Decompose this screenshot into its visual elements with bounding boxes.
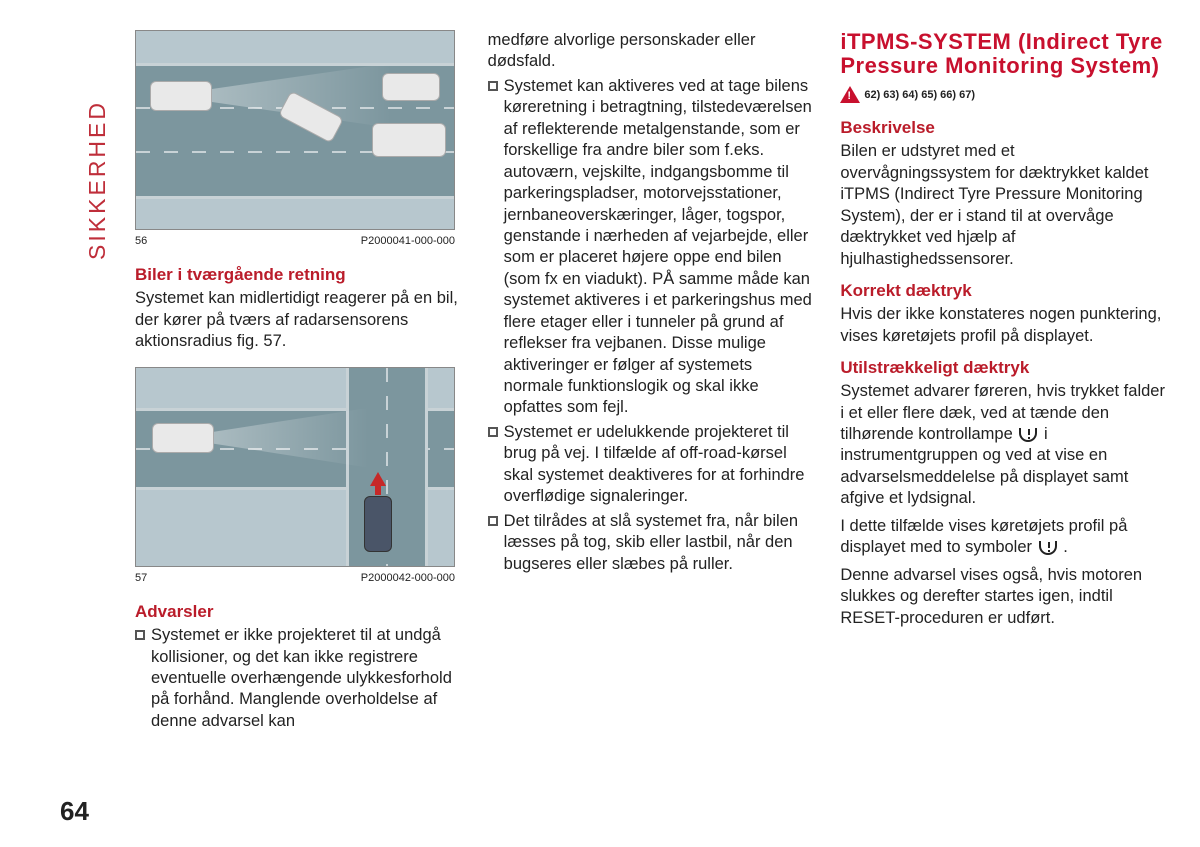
heading-crossing-traffic: Biler i tværgående retning: [135, 264, 460, 286]
figure-code: P2000042-000-000: [361, 571, 455, 585]
warning-cont: medføre alvorlige personskader eller død…: [488, 30, 813, 73]
heading-warnings: Advarsler: [135, 601, 460, 623]
bullet-square-icon: [488, 81, 498, 91]
figure-code: P2000041-000-000: [361, 234, 455, 248]
tpms-warning-icon: [1039, 541, 1057, 555]
text-before-icon: Systemet advarer føreren, hvis trykket f…: [840, 382, 1165, 443]
figure-57: [135, 367, 455, 567]
content-columns: 56 P2000041-000-000 Biler i tværgående r…: [135, 30, 1165, 810]
figure-number: 56: [135, 234, 147, 248]
crossing-car-icon: [364, 496, 392, 552]
page-number: 64: [60, 796, 89, 827]
ego-car-icon: [152, 423, 214, 453]
bullet-square-icon: [488, 427, 498, 437]
ego-car-icon: [150, 81, 212, 111]
para-description: Bilen er udstyret med et overvågningssys…: [840, 141, 1165, 270]
column-3: iTPMS-SYSTEM (Indirect Tyre Pressure Mon…: [840, 30, 1165, 810]
tpms-warning-icon: [1019, 428, 1037, 442]
bullet-square-icon: [488, 516, 498, 526]
bullet-square-icon: [135, 630, 145, 640]
bullet-item: Systemet er ikke projekteret til at undg…: [135, 625, 460, 735]
warning-reference-line: 62) 63) 64) 65) 66) 67): [840, 86, 1165, 103]
heading-insufficient-pressure: Utilstrækkeligt dæktryk: [840, 357, 1165, 379]
warning-ref-numbers: 62) 63) 64) 65) 66) 67): [864, 88, 975, 102]
warning-text-4: Det tilrådes at slå systemet fra, når bi…: [504, 511, 813, 575]
section-side-label: SIKKERHED: [84, 100, 111, 260]
figure-56-caption: 56 P2000041-000-000: [135, 234, 455, 248]
para-insufficient-3: Denne advarsel vises også, hvis motoren …: [840, 565, 1165, 629]
bullet-item: Systemet er udelukkende projekteret til …: [488, 422, 813, 511]
para-correct-pressure: Hvis der ikke konstateres nogen punkteri…: [840, 304, 1165, 347]
figure-57-caption: 57 P2000042-000-000: [135, 571, 455, 585]
figure-56: [135, 30, 455, 230]
heading-correct-pressure: Korrekt dæktryk: [840, 280, 1165, 302]
bullet-item: Systemet kan aktiveres ved at tage bilen…: [488, 76, 813, 422]
figure-number: 57: [135, 571, 147, 585]
manual-page: SIKKERHED 64 56 P2000041-000-000: [0, 0, 1200, 847]
truck-icon: [372, 123, 446, 157]
text-after-icon: .: [1063, 538, 1068, 556]
warning-text-1: Systemet er ikke projekteret til at undg…: [151, 625, 460, 732]
para-insufficient-2: I dette tilfælde vises køretøjets profil…: [840, 516, 1165, 559]
para-crossing-traffic: Systemet kan midlertidigt reagerer på en…: [135, 288, 460, 352]
parked-car-icon: [382, 73, 440, 101]
heading-description: Beskrivelse: [840, 117, 1165, 139]
warning-text-3: Systemet er udelukkende projekteret til …: [504, 422, 813, 508]
para-insufficient-1: Systemet advarer føreren, hvis trykket f…: [840, 381, 1165, 510]
column-1: 56 P2000041-000-000 Biler i tværgående r…: [135, 30, 460, 810]
warning-text-2: Systemet kan aktiveres ved at tage bilen…: [504, 76, 813, 419]
warning-triangle-icon: [840, 86, 860, 103]
heading-itpms: iTPMS-SYSTEM (Indirect Tyre Pressure Mon…: [840, 30, 1165, 78]
arrow-up-icon: [370, 472, 386, 486]
bullet-item: Det tilrådes at slå systemet fra, når bi…: [488, 511, 813, 578]
column-2: medføre alvorlige personskader eller død…: [488, 30, 813, 810]
text-before-icon: I dette tilfælde vises køretøjets profil…: [840, 517, 1127, 556]
